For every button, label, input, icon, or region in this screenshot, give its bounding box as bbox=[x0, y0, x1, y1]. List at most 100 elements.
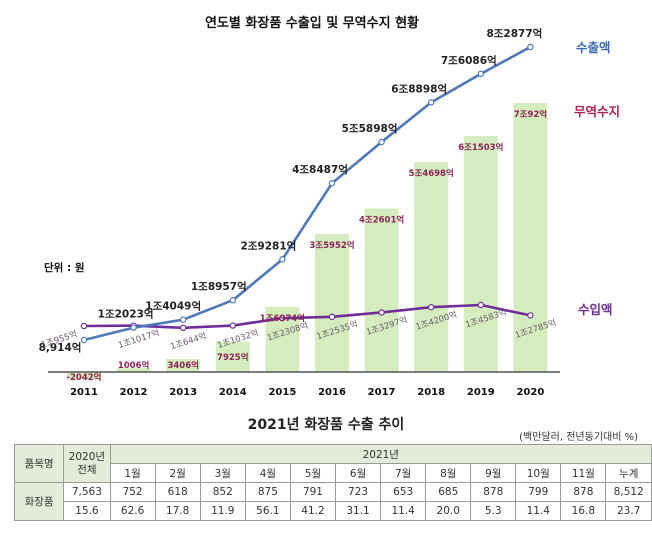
month-header: 누계 bbox=[605, 463, 652, 483]
bar-trade-balance bbox=[215, 341, 250, 372]
table-row: 15.6 62.6 17.8 11.9 56.1 41.2 31.1 11.4 20.0 5.3 1… bbox=[15, 501, 652, 521]
bar-trade-balance bbox=[315, 234, 349, 372]
table-cell: 31.1 bbox=[335, 501, 382, 521]
month-header: 10월 bbox=[515, 463, 562, 483]
table-cell: 875 bbox=[244, 482, 291, 502]
export-data-label: 4조8487억 bbox=[292, 164, 348, 176]
import-point bbox=[229, 322, 236, 329]
import-point bbox=[527, 312, 534, 319]
x-tick-label: 2018 bbox=[417, 387, 445, 398]
import-point bbox=[279, 314, 286, 322]
month-header: 5월 bbox=[289, 463, 337, 483]
table-cell: 685 bbox=[425, 482, 472, 502]
import-line bbox=[83, 303, 531, 330]
export-point bbox=[179, 316, 187, 323]
bar-trade-balance bbox=[67, 372, 101, 380]
table-cell: 11.9 bbox=[199, 501, 246, 521]
unit-label: 단위 : 원 bbox=[44, 261, 85, 274]
x-tick-label: 2015 bbox=[268, 387, 296, 398]
export-data-label: 7조6086억 bbox=[441, 55, 497, 67]
table-row: 화장품 7,563 752 618 852 875 791 723 653 685 878 799 8… bbox=[13, 482, 652, 521]
x-tick-label: 2012 bbox=[120, 387, 148, 398]
table-cell: 16.8 bbox=[560, 501, 607, 521]
import-point bbox=[428, 304, 435, 311]
trade-balance-label: 6조1503억 bbox=[458, 142, 503, 153]
table-cell: 15.6 bbox=[63, 501, 111, 521]
export-point bbox=[527, 43, 534, 51]
trade-balance-label: 7조92억 bbox=[514, 109, 547, 120]
table-cell: 791 bbox=[289, 482, 337, 502]
export-data-label: 8,914억 bbox=[39, 342, 82, 354]
export-data-label: 8조2877억 bbox=[486, 28, 542, 40]
export-point bbox=[477, 70, 484, 78]
trade-balance-label: 3406억 bbox=[167, 360, 198, 371]
export-point bbox=[229, 297, 236, 304]
table-cell: 41.2 bbox=[289, 501, 337, 521]
bar-trade-balance bbox=[116, 368, 151, 372]
month-header: 3월 bbox=[199, 463, 246, 483]
export-data-label: 1조2023억 bbox=[98, 309, 154, 321]
bar-trade-balance bbox=[364, 208, 399, 372]
month-header: 6월 bbox=[335, 463, 382, 483]
table-header-row: 품목명 2020년 전체 2021년 bbox=[13, 444, 652, 483]
table-cell: 56.1 bbox=[244, 501, 291, 521]
month-header: 8월 bbox=[425, 463, 472, 483]
export-point bbox=[130, 324, 137, 331]
bar-trade-balance bbox=[414, 162, 449, 372]
chart-title: 연도별 화장품 수출입 및 무역수지 현황 bbox=[205, 15, 419, 31]
bar-trade-balance bbox=[463, 135, 498, 372]
month-header: 1월 bbox=[109, 463, 156, 483]
export-data-label: 5조5898억 bbox=[342, 123, 398, 135]
export-point bbox=[328, 180, 336, 187]
trade-balance-label: 5조4698억 bbox=[409, 168, 454, 179]
legend-label: 무역수지 bbox=[574, 104, 620, 119]
import-point bbox=[80, 322, 88, 330]
bar-trade-balance bbox=[166, 358, 201, 372]
import-point bbox=[477, 301, 484, 309]
table-cell: 11.4 bbox=[380, 501, 427, 521]
export-data-label: 6조8898억 bbox=[391, 83, 447, 95]
export-data-label: 2조9281억 bbox=[240, 240, 296, 252]
trade-balance-label: 4조2601억 bbox=[359, 215, 404, 226]
header-item: 품목명 bbox=[13, 444, 65, 483]
table-unit-note: (백만달러, 전년동기대비 %) bbox=[519, 432, 638, 443]
export-point bbox=[428, 99, 435, 106]
trade-balance-label: 3조5952억 bbox=[309, 240, 354, 251]
trade-balance-label: 7925억 bbox=[217, 352, 248, 363]
import-point bbox=[328, 313, 336, 321]
table-cell: 653 bbox=[380, 482, 427, 502]
export-point bbox=[80, 336, 88, 344]
export-point bbox=[279, 256, 286, 263]
trade-balance-label: -2042억 bbox=[66, 372, 101, 383]
header-prev-year: 2020년 전체 bbox=[63, 444, 111, 483]
table-cell: 20.0 bbox=[425, 501, 472, 521]
table-cell: 878 bbox=[560, 482, 607, 502]
table-cell: 62.6 bbox=[109, 501, 156, 521]
import-data-label: 1조644억 bbox=[169, 330, 208, 352]
month-header: 7월 bbox=[380, 463, 427, 483]
table-cell: 17.8 bbox=[154, 501, 201, 521]
legend-label: 수출액 bbox=[576, 40, 611, 55]
x-tick-label: 2017 bbox=[368, 387, 396, 398]
table-cell: 799 bbox=[515, 482, 562, 502]
export-line bbox=[83, 45, 532, 342]
table-cell: 7,563 bbox=[63, 482, 111, 502]
month-header: 2월 bbox=[154, 463, 201, 483]
table-cell: 852 bbox=[199, 482, 246, 502]
export-point bbox=[378, 138, 385, 146]
month-header: 9월 bbox=[470, 463, 517, 483]
import-point bbox=[378, 309, 385, 316]
trade-balance-label: 1006억 bbox=[118, 360, 149, 371]
month-header: 11월 bbox=[560, 463, 607, 483]
table-month-row: 1월 2월 3월 4월 5월 6월 7월 8월 9월 10월 11월 누계 bbox=[15, 463, 652, 483]
legend-label: 수입액 bbox=[578, 302, 613, 317]
table-cell: 23.7 bbox=[605, 501, 652, 521]
export-trend-table: 품목명 2020년 전체 2021년 1월 2월 3월 4월 5월 6월 7월 8월 9월 10월… bbox=[13, 444, 652, 521]
x-tick-label: 2020 bbox=[516, 387, 544, 398]
month-header: 4월 bbox=[244, 463, 291, 483]
table-title: 2021년 화장품 수출 추이 bbox=[247, 417, 405, 433]
x-tick-label: 2014 bbox=[219, 387, 247, 398]
table-cell: 752 bbox=[109, 482, 156, 502]
export-data-label: 1조8957억 bbox=[191, 281, 247, 293]
trade-balance-label: 1조6974억 bbox=[260, 313, 305, 324]
